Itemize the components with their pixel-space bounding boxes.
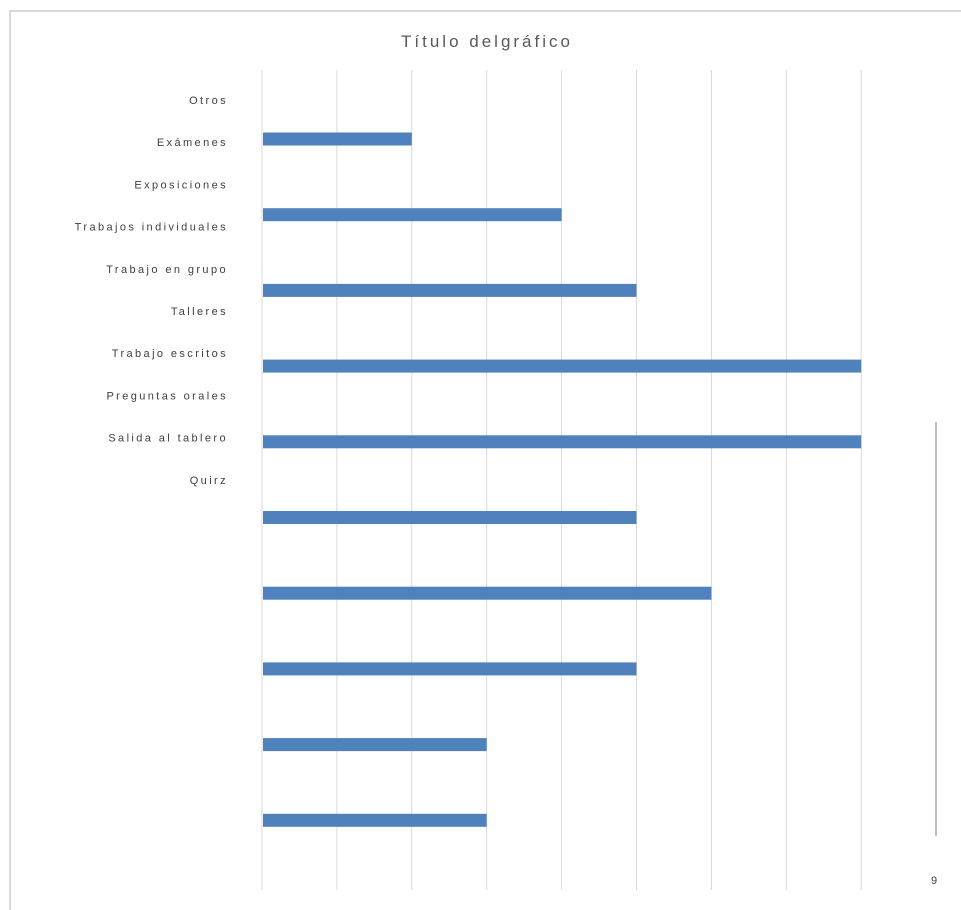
bar (263, 208, 562, 222)
gridlines (261, 70, 937, 890)
category-label: Quirz (190, 475, 228, 487)
bars (263, 132, 862, 827)
bar (263, 813, 487, 827)
bar (263, 283, 637, 297)
chart-frame (9, 10, 961, 910)
category-label: Trabajo en grupo (106, 264, 228, 276)
category-label: Salida al tablero (108, 433, 228, 445)
category-label: Otros (189, 95, 228, 107)
bar (263, 662, 637, 676)
bar (263, 132, 412, 146)
category-label: Talleres (171, 306, 228, 318)
bar (263, 586, 712, 600)
bar (263, 435, 862, 449)
category-label: Trabajo escritos (112, 348, 228, 360)
bar (263, 359, 862, 373)
category-label: Exposiciones (134, 179, 228, 191)
x-axis-ticks: 9 (931, 875, 937, 887)
x-tick-label: 9 (931, 875, 937, 887)
bar (263, 511, 637, 524)
chart-title: Título delgráfico (401, 32, 573, 51)
category-label: Exámenes (157, 137, 228, 149)
category-label: Trabajos individuales (75, 222, 228, 234)
bar (263, 738, 487, 752)
category-label: Preguntas orales (106, 390, 228, 402)
category-labels: Otros Exámenes Exposiciones Trabajos indivi… (75, 95, 228, 487)
